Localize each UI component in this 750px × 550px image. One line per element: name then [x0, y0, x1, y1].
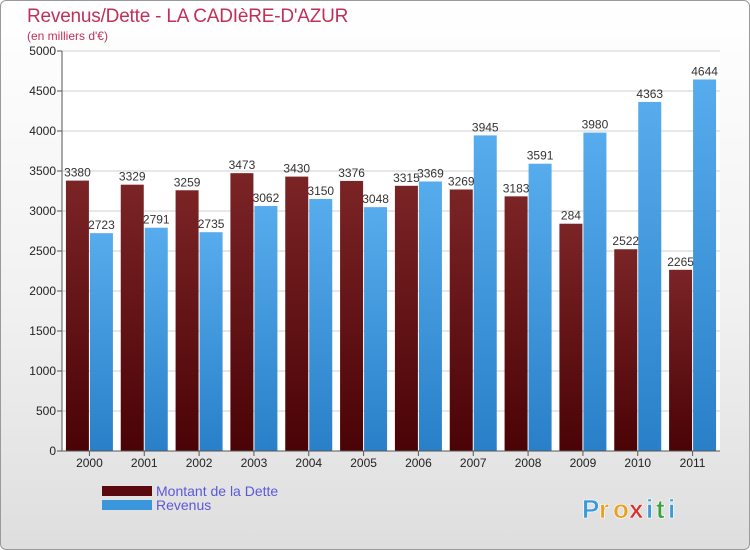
data-label: 3945 [472, 120, 499, 134]
x-tick-label: 2009 [570, 456, 597, 470]
data-label: 3980 [582, 118, 609, 132]
bar-revenus [89, 233, 113, 451]
data-label: 284 [561, 209, 581, 223]
data-label: 3048 [362, 192, 389, 206]
bar-revenus [693, 79, 717, 451]
data-label: 3430 [283, 162, 310, 176]
y-tick-label: 4000 [29, 124, 56, 138]
bar-dette [559, 223, 583, 451]
data-label: 4644 [691, 64, 718, 78]
data-label: 3369 [417, 166, 444, 180]
bar-dette [449, 189, 473, 452]
x-tick-label: 2002 [186, 456, 213, 470]
data-label: 3376 [338, 166, 365, 180]
bar-revenus [309, 199, 333, 451]
bar-revenus [144, 227, 168, 451]
y-tick-label: 3000 [29, 204, 56, 218]
data-label: 3183 [503, 181, 530, 195]
bar-dette [614, 249, 638, 451]
bar-revenus [418, 181, 442, 452]
legend-label: Montant de la Dette [156, 483, 278, 499]
bar-revenus [199, 232, 223, 451]
x-tick-label: 2001 [131, 456, 158, 470]
x-tick-label: 2007 [460, 456, 487, 470]
data-label: 3315 [393, 171, 420, 185]
y-tick-label: 2500 [29, 244, 56, 258]
chart-subtitle: (en milliers d'€) [27, 29, 108, 43]
data-label: 3473 [229, 158, 256, 172]
legend-swatch [102, 500, 152, 510]
bar-revenus [583, 132, 607, 451]
logo-letter: P [582, 494, 599, 524]
chart-title: Revenus/Dette - LA CADIèRE-D'AZUR [27, 6, 349, 27]
legend-label: Revenus [156, 497, 211, 513]
bar-revenus [254, 206, 278, 451]
y-tick-label: 2000 [29, 284, 56, 298]
bar-dette [394, 185, 418, 452]
y-tick-label: 0 [49, 444, 56, 458]
y-tick-label: 1000 [29, 364, 56, 378]
logo-letter: i [668, 494, 675, 524]
data-label: 3150 [307, 184, 334, 198]
bar-dette [669, 269, 693, 451]
data-label: 3269 [448, 174, 475, 188]
logo-letter: x [629, 494, 644, 524]
y-axis: 0 500 1000 1500 2000 2500 3000 3500 4000 4500 5000 [29, 44, 63, 458]
data-label: 3591 [527, 149, 554, 163]
logo-letter: o [613, 494, 629, 524]
bar-revenus [528, 163, 552, 451]
y-tick-label: 5000 [29, 44, 56, 58]
x-tick-label: 2011 [680, 456, 706, 470]
grid-lines [62, 50, 720, 451]
data-label: 2723 [88, 218, 115, 232]
y-tick-label: 4500 [29, 84, 56, 98]
bar-dette [175, 190, 199, 451]
y-tick-label: 1500 [29, 324, 56, 338]
bar-dette [230, 173, 254, 451]
logo-letter: t [656, 494, 665, 524]
data-label: 3259 [174, 175, 201, 189]
bar-dette [504, 196, 528, 451]
x-tick-label: 2003 [241, 456, 268, 470]
data-labels: 3380 2723 3329 2791 3259 2735 3473 3062 3430 3150… [64, 64, 718, 268]
y-tick-label: 500 [36, 404, 56, 418]
data-label: 2522 [612, 234, 639, 248]
x-axis: 2000 2001 2002 2003 2004 2005 2006 2007 2008 2009… [62, 450, 720, 470]
data-label: 2265 [667, 255, 694, 269]
data-label: 4363 [636, 87, 663, 101]
bar-revenus [473, 135, 497, 451]
bar-dette [120, 184, 144, 451]
bar-revenus [638, 101, 662, 452]
x-tick-label: 2005 [350, 456, 377, 470]
data-label: 2735 [198, 217, 225, 231]
x-tick-label: 2000 [76, 456, 103, 470]
data-label: 2791 [143, 213, 170, 227]
bar-dette [285, 176, 309, 451]
bar-dette [65, 180, 89, 451]
logo-letter: r [599, 494, 609, 524]
x-tick-label: 2006 [405, 456, 432, 470]
x-tick-label: 2010 [624, 456, 651, 470]
y-tick-label: 3500 [29, 164, 56, 178]
x-tick-label: 2004 [295, 456, 322, 470]
bar-revenus [364, 207, 388, 451]
logo-letter: i [646, 494, 653, 524]
data-label: 3329 [119, 170, 146, 184]
x-tick-label: 2008 [515, 456, 542, 470]
bar-dette [340, 180, 364, 452]
data-label: 3062 [253, 191, 280, 205]
legend-swatch [102, 486, 152, 496]
bars [65, 79, 717, 452]
data-label: 3380 [64, 166, 91, 180]
